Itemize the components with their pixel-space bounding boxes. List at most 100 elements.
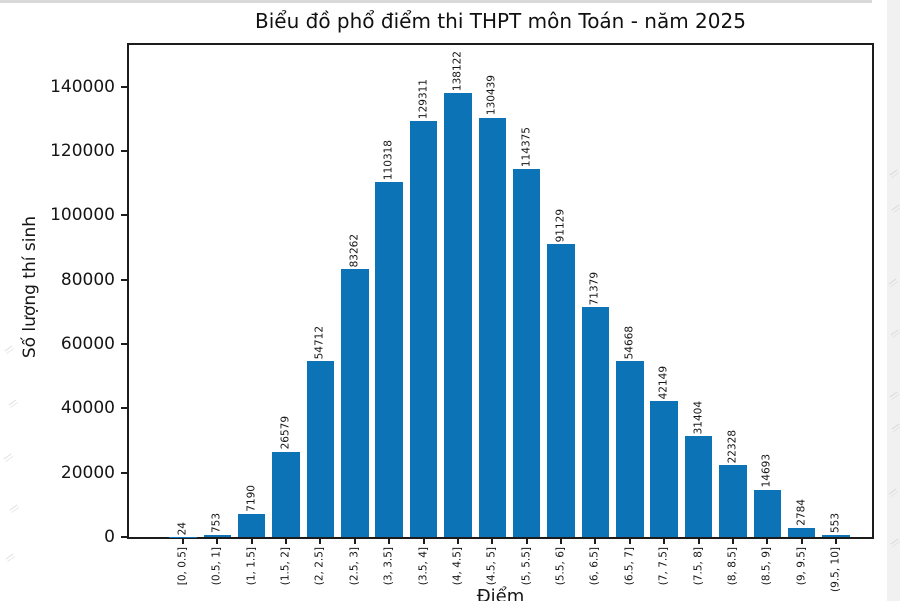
x-tick-mark	[525, 539, 528, 544]
x-tick-mark	[285, 539, 288, 544]
x-tick-mark	[182, 539, 184, 544]
x-tick-mark	[731, 539, 734, 544]
bar	[787, 528, 816, 537]
y-tick-label: 20000	[60, 462, 115, 483]
page-right-strip	[887, 0, 900, 601]
bar-value-label: 753	[210, 512, 223, 533]
x-tick-mark	[216, 539, 219, 544]
x-tick-mark	[353, 539, 356, 544]
bar-value-label: 114375	[520, 127, 533, 168]
y-tick-label: 40000	[60, 398, 115, 419]
watermark-mark	[3, 453, 12, 460]
bar-value-label: 14693	[760, 454, 773, 488]
x-tick-mark	[422, 539, 425, 544]
bar	[478, 117, 507, 537]
x-tick-label: (8, 8.5]	[726, 547, 739, 586]
bar-value-label: 7190	[245, 485, 258, 512]
bar-value-label: 83262	[348, 233, 361, 268]
bar	[272, 451, 300, 537]
bar	[306, 361, 335, 537]
y-tick-mark	[121, 471, 127, 474]
x-tick-mark	[697, 539, 700, 544]
x-tick-label: (2.5, 3]	[348, 547, 361, 586]
y-tick-label: 140000	[50, 76, 115, 97]
bar	[650, 401, 678, 537]
bar-value-label: 91129	[554, 208, 567, 242]
bar-value-label: 130439	[485, 75, 498, 116]
x-tick-label: (6, 6.5]	[588, 547, 601, 586]
bar	[375, 182, 403, 537]
y-tick-mark	[121, 278, 127, 281]
bar-value-label: 110318	[382, 140, 395, 181]
x-tick-label: (7, 7.5]	[657, 547, 670, 586]
x-tick-mark	[250, 539, 253, 544]
y-tick-mark	[121, 85, 127, 88]
x-axis-label: Điểm	[476, 586, 525, 601]
x-tick-mark	[663, 539, 666, 544]
y-tick-mark	[121, 536, 127, 538]
bar	[581, 307, 610, 537]
x-tick-mark	[560, 539, 563, 544]
x-tick-mark	[388, 539, 391, 544]
x-tick-label: (3, 3.5]	[382, 547, 395, 586]
bar	[512, 169, 541, 537]
y-tick-label: 80000	[60, 269, 115, 290]
bar-value-label: 2784	[795, 499, 808, 527]
x-tick-label: (2, 2.5]	[313, 547, 326, 586]
x-tick-label: (3.5, 4]	[417, 547, 430, 586]
y-tick-mark	[121, 214, 127, 217]
x-tick-mark	[319, 539, 322, 544]
bar	[237, 513, 266, 537]
bar-value-label: 22328	[726, 429, 739, 464]
chart-title: Biểu đồ phổ điểm thi THPT môn Toán - năm…	[255, 9, 746, 33]
x-tick-mark	[628, 539, 631, 544]
bar-value-label: 26579	[279, 416, 292, 450]
x-tick-label: (1.5, 2]	[279, 547, 292, 586]
bar-value-label: 71379	[588, 272, 601, 306]
y-tick-label: 0	[104, 527, 115, 547]
x-tick-mark	[491, 539, 494, 544]
bar-value-label: 54712	[313, 325, 326, 360]
bar	[444, 92, 472, 537]
bar	[616, 361, 644, 537]
top-edge-line	[0, 0, 872, 3]
x-tick-label: (5.5, 6]	[554, 547, 567, 586]
bar-value-label: 129311	[417, 79, 430, 120]
watermark-mark	[5, 553, 14, 560]
bar-value-label: 31404	[692, 400, 705, 435]
bar	[547, 243, 575, 537]
x-tick-label: (1, 1.5]	[245, 547, 258, 586]
y-tick-mark	[121, 343, 127, 346]
x-tick-label: (4, 4.5]	[451, 547, 464, 586]
x-tick-mark	[835, 539, 837, 544]
bar	[203, 534, 232, 537]
x-tick-mark	[594, 539, 597, 544]
x-tick-label: (6.5, 7]	[623, 547, 636, 586]
bar	[822, 535, 850, 537]
x-tick-label: (0.5, 1]	[210, 547, 223, 586]
bar-value-label: 42149	[657, 366, 670, 400]
bar	[684, 436, 713, 537]
x-tick-label: (5, 5.5]	[520, 547, 533, 586]
y-tick-label: 120000	[50, 141, 115, 162]
watermark-mark	[9, 504, 18, 511]
y-tick-mark	[121, 407, 127, 410]
bar-value-label: 138122	[451, 50, 464, 91]
bar-value-label: 54668	[623, 325, 636, 360]
bar	[719, 465, 747, 537]
y-tick-label: 60000	[60, 334, 115, 355]
x-tick-label: (4.5, 5]	[485, 547, 498, 586]
x-tick-label: (9, 9.5]	[795, 547, 808, 586]
bar	[341, 269, 369, 537]
x-tick-label: [0, 0.5]	[176, 547, 189, 586]
x-tick-mark	[800, 539, 803, 544]
bar	[753, 489, 781, 537]
bar-value-label: 553	[829, 513, 842, 534]
y-tick-label: 100000	[50, 205, 115, 226]
x-tick-label: (7.5, 8]	[692, 547, 705, 586]
bar	[409, 121, 438, 537]
y-tick-mark	[121, 150, 127, 153]
x-tick-mark	[456, 539, 459, 544]
bar-value-label: 24	[176, 521, 189, 535]
